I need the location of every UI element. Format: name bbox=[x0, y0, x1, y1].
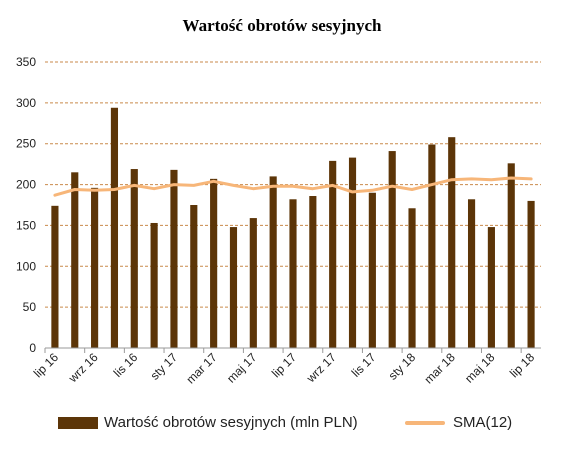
x-tick-label: sty 17 bbox=[148, 350, 181, 383]
bar bbox=[150, 222, 158, 348]
legend-item-bars: Wartość obrotów sesyjnych (mln PLN) bbox=[58, 414, 358, 431]
x-tick-label: sty 18 bbox=[386, 350, 419, 383]
x-tick-label: mar 18 bbox=[422, 350, 459, 387]
legend-item-sma: SMA(12) bbox=[405, 414, 512, 431]
bar bbox=[210, 178, 218, 348]
y-tick-label: 350 bbox=[16, 55, 36, 69]
bar bbox=[289, 199, 297, 348]
y-tick-label: 200 bbox=[16, 178, 36, 192]
bar bbox=[170, 169, 178, 348]
y-tick-label: 250 bbox=[16, 137, 36, 151]
legend-label-sma: SMA(12) bbox=[453, 414, 513, 431]
bar bbox=[428, 144, 436, 348]
x-tick-label: wrz 17 bbox=[303, 350, 339, 386]
y-axis-ticks: 0 50 100 150 200 250 300 350 bbox=[16, 55, 36, 355]
x-tick-label: lis 16 bbox=[111, 350, 141, 380]
bar bbox=[329, 160, 337, 348]
bar bbox=[249, 218, 257, 348]
legend-label-bars: Wartość obrotów sesyjnych (mln PLN) bbox=[104, 414, 358, 431]
bar bbox=[467, 199, 476, 348]
bar bbox=[527, 200, 535, 348]
bar bbox=[368, 192, 376, 348]
x-axis bbox=[44, 347, 541, 353]
bar bbox=[130, 169, 138, 348]
y-tick-label: 150 bbox=[16, 218, 36, 232]
x-tick-label: lip 17 bbox=[269, 350, 299, 380]
x-tick-label: maj 18 bbox=[462, 350, 498, 386]
bar bbox=[91, 187, 99, 348]
legend-bar-swatch bbox=[58, 416, 98, 429]
x-tick-label: mar 17 bbox=[183, 350, 220, 387]
x-tick-label: lis 17 bbox=[349, 350, 379, 380]
x-tick-label: maj 17 bbox=[224, 350, 260, 386]
bar bbox=[448, 137, 456, 348]
legend: Wartość obrotów sesyjnych (mln PLN) SMA(… bbox=[0, 414, 564, 438]
bar bbox=[507, 163, 515, 348]
bar bbox=[388, 151, 396, 348]
bar bbox=[110, 107, 119, 348]
legend-line-swatch bbox=[405, 420, 445, 425]
bar bbox=[348, 157, 357, 348]
y-tick-label: 100 bbox=[16, 259, 36, 273]
y-tick-label: 0 bbox=[29, 341, 36, 355]
bar bbox=[269, 176, 277, 348]
bar-series bbox=[51, 107, 535, 348]
sma-line-series bbox=[53, 176, 533, 197]
y-tick-label: 50 bbox=[23, 300, 37, 314]
y-tick-label: 300 bbox=[16, 96, 36, 110]
bar bbox=[309, 196, 317, 348]
x-tick-label: lip 18 bbox=[507, 350, 537, 380]
bar bbox=[51, 205, 59, 348]
sma-line bbox=[53, 176, 533, 197]
bar bbox=[408, 208, 416, 348]
chart-title: Wartość obrotów sesyjnych bbox=[182, 16, 382, 35]
bar bbox=[487, 227, 495, 348]
bar bbox=[229, 227, 238, 348]
x-axis-ticks: lip 16 wrz 16 lis 16 sty 17 mar 17 maj 17 lip … bbox=[31, 350, 538, 387]
x-tick-label: wrz 16 bbox=[65, 350, 101, 386]
bar bbox=[71, 172, 79, 348]
bar bbox=[190, 205, 198, 348]
